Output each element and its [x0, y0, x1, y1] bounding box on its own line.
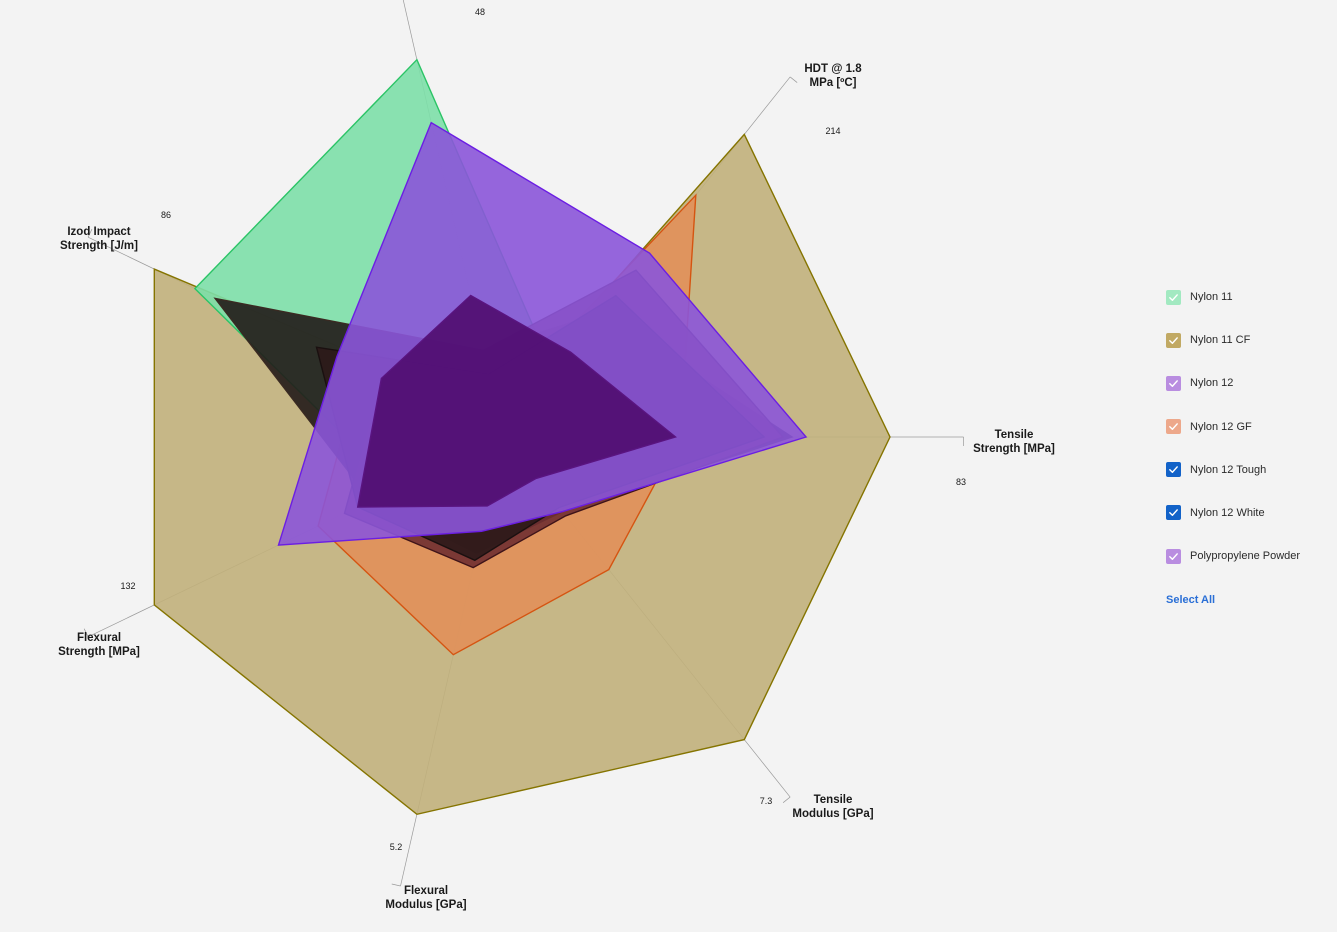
checkbox-checked-icon[interactable]: [1166, 548, 1181, 564]
axis-tick-flexural_strength: [83, 628, 89, 637]
legend-item-nylon-12[interactable]: Nylon 12: [1166, 374, 1337, 392]
legend-item-nylon-12-gf[interactable]: Nylon 12 GF: [1166, 418, 1337, 436]
axis-max-izod_impact: 86: [161, 210, 171, 220]
axis-title-line: Tensile: [995, 429, 1034, 441]
select-all-link[interactable]: Select All: [1166, 594, 1216, 607]
axis-title-line: Izod Impact: [67, 226, 130, 238]
radar-chart: Tensile Strength [MPa] 83 Tensile Modulus [G…: [58, 0, 1055, 911]
checkbox-checked-icon[interactable]: [1166, 332, 1181, 348]
axis-max-tensile_modulus: 7.3: [760, 796, 773, 806]
legend-item-nylon-12-white[interactable]: Nylon 12 White: [1166, 504, 1337, 522]
checkbox-checked-icon[interactable]: [1166, 289, 1181, 305]
axis-title-izod_impact: Izod Impact Strength [J/m]: [60, 226, 138, 252]
axis-max-elongation: 48: [475, 7, 485, 17]
legend-label: Nylon 12 GF: [1190, 420, 1252, 433]
axis-max-hdt: 214: [825, 126, 840, 136]
legend-item-nylon-11[interactable]: Nylon 11: [1166, 288, 1337, 306]
axis-title-line: Strength [MPa]: [58, 646, 140, 658]
legend-label: Nylon 11 CF: [1190, 334, 1251, 347]
axis-title-line: Flexural: [404, 885, 448, 897]
axis-title-line: Modulus [GPa]: [792, 808, 873, 820]
axis-title-tensile_strength: Tensile Strength [MPa]: [973, 429, 1055, 455]
legend-label: Nylon 12 Tough: [1190, 463, 1267, 476]
legend-label: Nylon 11: [1190, 291, 1233, 303]
axis-title-line: Strength [MPa]: [973, 443, 1055, 455]
axis-title-hdt: HDT @ 1.8 MPa [ºC]: [804, 63, 862, 89]
series-polygon-purple-fill: [356, 294, 677, 508]
legend-label: Polypropylene Powder: [1190, 550, 1301, 563]
checkbox-checked-icon[interactable]: [1166, 419, 1181, 435]
axis-tick-izod_impact: [87, 228, 93, 238]
axis-max-tensile_strength: 83: [956, 477, 966, 487]
legend: Nylon 11 Nylon 11 CF Nylon 12 Nylon 12 GF Ny…: [1166, 288, 1337, 608]
axis-max-flexural_modulus: 5.2: [390, 842, 403, 852]
legend-item-nylon-12-tough[interactable]: Nylon 12 Tough: [1166, 461, 1337, 479]
axis-max-flexural_strength: 132: [120, 581, 135, 591]
radar-series: [153, 58, 891, 816]
checkbox-checked-icon[interactable]: [1166, 462, 1181, 478]
axis-title-line: Flexural: [77, 632, 121, 644]
checkbox-checked-icon[interactable]: [1166, 375, 1181, 391]
axis-title-line: HDT @ 1.8: [804, 63, 862, 75]
axis-title-line: Tensile: [814, 794, 853, 806]
axis-title-tensile_modulus: Tensile Modulus [GPa]: [792, 794, 873, 820]
axis-title-flexural_modulus: Flexural Modulus [GPa]: [385, 885, 466, 911]
axis-tick-flexural_modulus: [391, 883, 401, 887]
axis-title-line: Modulus [GPa]: [385, 899, 466, 911]
legend-label: Nylon 12: [1190, 377, 1234, 390]
legend-item-polypropylene-powder[interactable]: Polypropylene Powder: [1166, 547, 1337, 565]
legend-label: Nylon 12 White: [1190, 506, 1265, 519]
axis-tick-hdt: [789, 76, 798, 83]
axis-title-line: Strength [J/m]: [60, 240, 138, 252]
axis-title-flexural_strength: Flexural Strength [MPa]: [58, 632, 140, 658]
axis-title-line: MPa [ºC]: [809, 77, 856, 89]
radar-axis-labels: Tensile Strength [MPa] 83 Tensile Modulus [G…: [58, 7, 1055, 911]
checkbox-checked-icon[interactable]: [1166, 505, 1181, 521]
axis-tick-tensile_modulus: [782, 796, 791, 803]
legend-item-nylon-11-cf[interactable]: Nylon 11 CF: [1166, 331, 1337, 349]
